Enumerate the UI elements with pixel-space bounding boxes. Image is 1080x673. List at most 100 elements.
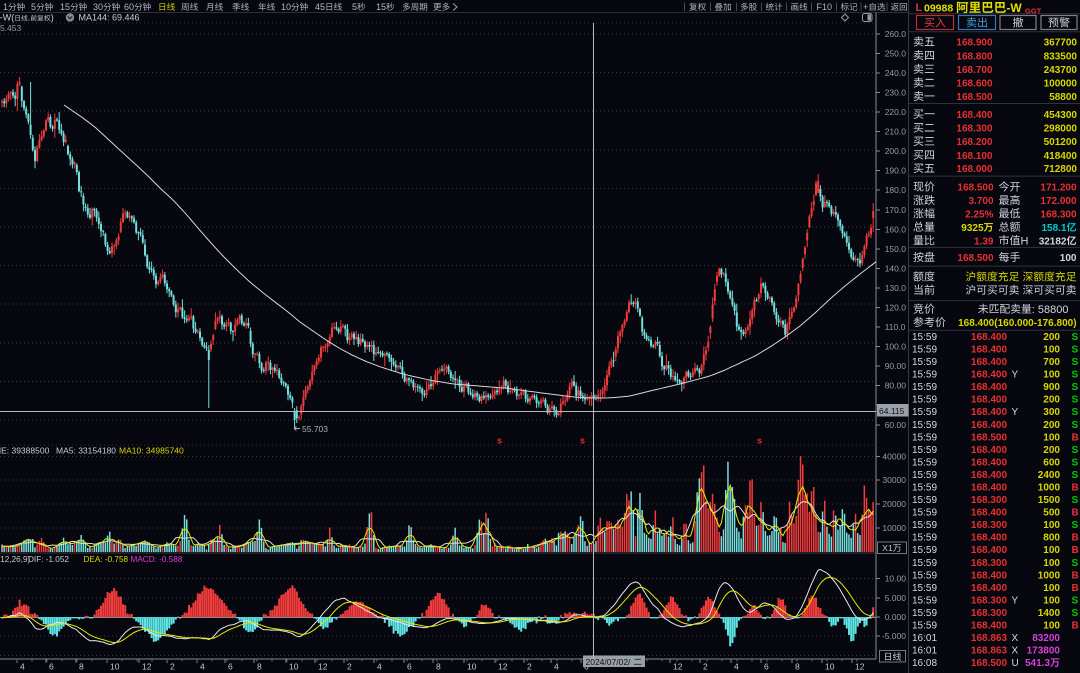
svg-text:16:01: 16:01 (912, 646, 937, 657)
svg-text:5: 5 (31, 2, 36, 12)
svg-text:MA5: 33154180: MA5: 33154180 (56, 446, 116, 456)
svg-text:171.200: 171.200 (1040, 183, 1077, 194)
svg-text:-W(: -W( (0, 13, 14, 23)
svg-text:5.000: 5.000 (885, 593, 907, 603)
svg-text:16:01: 16:01 (912, 633, 937, 644)
svg-text:100: 100 (1043, 583, 1060, 594)
svg-text:173800: 173800 (1027, 646, 1061, 657)
svg-text:15:59: 15:59 (912, 621, 937, 632)
svg-text:600: 600 (1043, 457, 1060, 468)
svg-text:100000: 100000 (1044, 79, 1078, 90)
svg-text:168.400: 168.400 (971, 395, 1008, 406)
svg-text:S: S (1072, 332, 1079, 343)
svg-text:418400: 418400 (1044, 151, 1078, 162)
svg-text:12: 12 (318, 662, 328, 672)
svg-text:200: 200 (1043, 445, 1060, 456)
svg-text:15:59: 15:59 (912, 495, 937, 506)
svg-text:250.0: 250.0 (885, 48, 907, 58)
svg-text:100: 100 (1043, 370, 1060, 381)
svg-text:168.400: 168.400 (971, 445, 1008, 456)
svg-text:15:59: 15:59 (912, 357, 937, 368)
svg-text:168.400: 168.400 (971, 470, 1008, 481)
svg-text:80.00: 80.00 (885, 381, 907, 391)
svg-text:10000: 10000 (882, 523, 906, 533)
svg-text:-W: -W (1006, 1, 1022, 15)
svg-text:100: 100 (1043, 344, 1060, 355)
svg-text:83200: 83200 (1032, 633, 1060, 644)
svg-text:60: 60 (124, 2, 134, 12)
svg-text:10: 10 (289, 662, 299, 672)
svg-text:2: 2 (170, 662, 175, 672)
svg-text:168.500: 168.500 (957, 253, 994, 264)
svg-text:B: B (1072, 533, 1079, 544)
svg-text:15:59: 15:59 (912, 533, 937, 544)
svg-text:1000: 1000 (1038, 570, 1061, 581)
svg-text:S: S (1072, 370, 1079, 381)
svg-text:12: 12 (142, 662, 152, 672)
svg-text:168.600: 168.600 (956, 79, 993, 90)
svg-text:100: 100 (1060, 253, 1077, 264)
svg-text:700: 700 (1043, 357, 1060, 368)
svg-text:2: 2 (347, 662, 352, 672)
svg-text:298000: 298000 (1044, 124, 1078, 135)
svg-text:1500: 1500 (1038, 495, 1061, 506)
svg-text:S: S (1072, 357, 1079, 368)
svg-text:168.500: 168.500 (971, 658, 1008, 669)
svg-text:168.400: 168.400 (971, 420, 1008, 431)
svg-text:32182: 32182 (1039, 236, 1067, 247)
svg-text:168.300: 168.300 (971, 520, 1008, 531)
svg-text:140.0: 140.0 (885, 263, 907, 273)
svg-text:55.703: 55.703 (302, 424, 328, 434)
svg-text:168.500: 168.500 (956, 92, 993, 103)
svg-text:200: 200 (1043, 332, 1060, 343)
svg-text:H: H (1021, 235, 1029, 247)
svg-text:2024/07/02/: 2024/07/02/ (586, 657, 632, 667)
svg-text:168.300: 168.300 (971, 608, 1008, 619)
svg-text:4: 4 (200, 662, 205, 672)
svg-text:s: s (580, 436, 585, 446)
svg-text:168.400: 168.400 (971, 370, 1008, 381)
svg-text:DIF: -1.052: DIF: -1.052 (28, 555, 69, 564)
svg-text:U: U (1012, 658, 1019, 669)
svg-text:X1: X1 (882, 543, 893, 553)
svg-text:Y: Y (1012, 407, 1019, 418)
svg-text:4: 4 (377, 662, 382, 672)
svg-text:5: 5 (352, 2, 357, 12)
svg-text:45: 45 (315, 2, 325, 12)
svg-text:300: 300 (1043, 407, 1060, 418)
svg-text:40000: 40000 (882, 451, 906, 461)
svg-text:168.200: 168.200 (956, 137, 993, 148)
svg-text:150.0: 150.0 (885, 244, 907, 254)
svg-text:10: 10 (110, 662, 120, 672)
svg-text:6: 6 (764, 662, 769, 672)
svg-text:6: 6 (407, 662, 412, 672)
svg-text:2400: 2400 (1038, 470, 1061, 481)
svg-text:100: 100 (1043, 520, 1060, 531)
svg-text:S: S (1072, 344, 1079, 355)
svg-text:S: S (1072, 520, 1079, 531)
svg-text:265.453: 265.453 (0, 23, 21, 33)
svg-text:B: B (1072, 483, 1079, 494)
svg-text:60.00: 60.00 (885, 420, 907, 430)
svg-text:168.300: 168.300 (1040, 209, 1077, 220)
svg-text:S: S (1072, 457, 1079, 468)
svg-text:1400: 1400 (1038, 608, 1061, 619)
svg-text:X: X (1012, 646, 1019, 657)
svg-text:Y: Y (1012, 596, 1019, 607)
svg-text:100: 100 (1043, 558, 1060, 569)
svg-text:210.0: 210.0 (885, 127, 907, 137)
svg-text:S: S (1072, 395, 1079, 406)
svg-text:12: 12 (855, 662, 865, 672)
svg-text:500: 500 (1043, 508, 1060, 519)
svg-text:15:59: 15:59 (912, 382, 937, 393)
svg-text:15: 15 (376, 2, 386, 12)
svg-text:MA144: 69.446: MA144: 69.446 (79, 13, 140, 23)
svg-text:ME: 39388500: ME: 39388500 (0, 446, 50, 456)
svg-text:s: s (757, 436, 762, 446)
svg-text:15:59: 15:59 (912, 596, 937, 607)
svg-text:15:59: 15:59 (912, 558, 937, 569)
svg-text:15:59: 15:59 (912, 445, 937, 456)
svg-text:168.300: 168.300 (971, 596, 1008, 607)
svg-text:501200: 501200 (1044, 137, 1078, 148)
svg-text:S: S (1072, 608, 1079, 619)
